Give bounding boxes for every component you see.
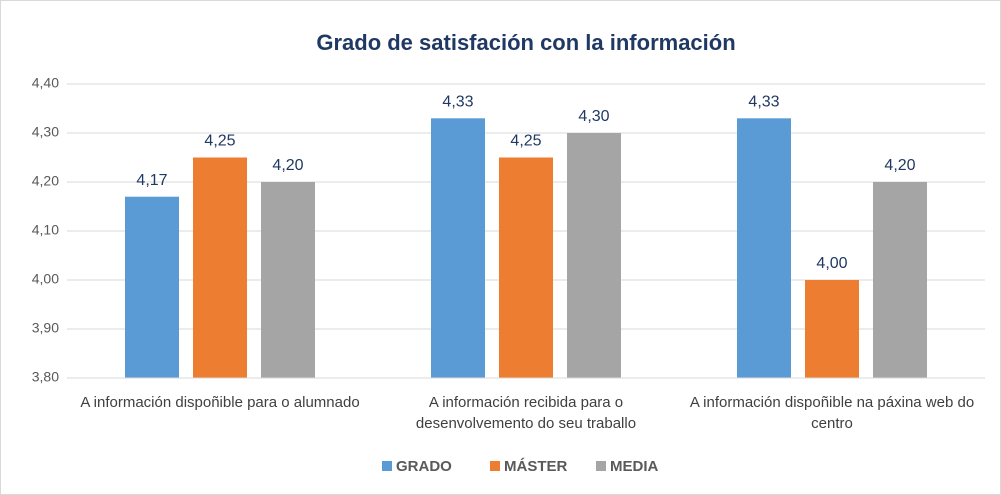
y-tick-label: 4,10 xyxy=(32,222,59,238)
y-tick-label: 4,30 xyxy=(32,124,59,140)
bar xyxy=(431,118,485,379)
bar xyxy=(873,182,927,378)
data-label: 4,25 xyxy=(510,133,541,150)
bar xyxy=(499,157,553,378)
chart-title: Grado de satisfación con la información xyxy=(316,30,735,55)
y-tick-label: 3,90 xyxy=(32,320,59,336)
bar xyxy=(125,196,179,378)
x-tick-label: A información recibida para o desenvolve… xyxy=(415,394,637,432)
data-label: 4,33 xyxy=(748,94,779,111)
x-tick-label: A información dispoñible na páxina web d… xyxy=(689,394,975,432)
data-label: 4,33 xyxy=(442,94,473,111)
legend-swatch xyxy=(596,461,606,471)
data-label: 4,17 xyxy=(136,172,167,189)
legend-swatch xyxy=(382,461,392,471)
bar xyxy=(805,280,859,378)
x-tick-label: A información dispoñible para o alumnado xyxy=(80,394,360,411)
legend-swatch xyxy=(490,461,500,471)
bar xyxy=(737,118,791,379)
bar xyxy=(261,182,315,378)
data-label: 4,20 xyxy=(272,157,303,174)
bar xyxy=(567,133,621,378)
data-label: 4,30 xyxy=(578,108,609,125)
y-tick-label: 4,20 xyxy=(32,173,59,189)
legend-label: MÁSTER xyxy=(504,458,568,475)
data-label: 4,00 xyxy=(816,255,847,272)
legend-label: MEDIA xyxy=(610,458,659,475)
data-label: 4,20 xyxy=(884,157,915,174)
y-tick-label: 3,80 xyxy=(32,369,59,385)
y-tick-label: 4,40 xyxy=(32,75,59,91)
y-tick-label: 4,00 xyxy=(32,271,59,287)
data-label: 4,25 xyxy=(204,133,235,150)
legend-label: GRADO xyxy=(396,458,452,475)
bar xyxy=(193,157,247,378)
